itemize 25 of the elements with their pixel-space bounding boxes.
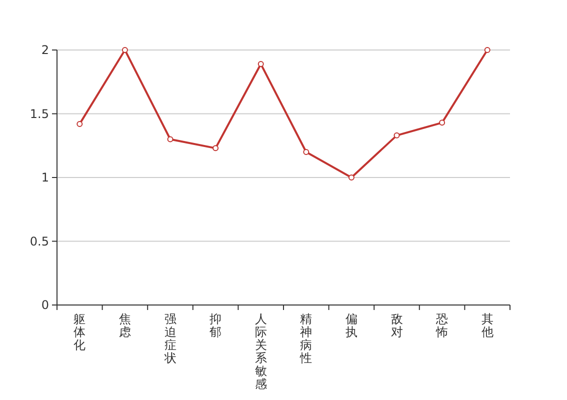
- x-tick-label: 躯体化: [74, 312, 86, 352]
- x-tick-label: 焦虑: [118, 312, 131, 339]
- y-tick-label: 1.5: [30, 106, 49, 121]
- y-tick-label: 1: [41, 170, 49, 184]
- point: [348, 174, 354, 180]
- point: [167, 136, 174, 142]
- point: [122, 47, 128, 53]
- x-tick-label: 恐怖: [435, 312, 448, 339]
- x-tick-label: 偏执: [345, 312, 358, 339]
- point: [439, 120, 446, 126]
- y-tick-label: 0: [41, 298, 49, 312]
- x-tick-label: 敌对: [390, 312, 403, 339]
- point: [394, 132, 400, 138]
- point: [212, 145, 219, 152]
- x-tick-label: 精神病性: [299, 312, 312, 365]
- point: [76, 120, 83, 127]
- point: [303, 149, 310, 155]
- x-tick-label: 人际关系敏感: [254, 312, 267, 391]
- x-tick-label: 强迫症状: [163, 312, 176, 365]
- point: [484, 47, 490, 53]
- y-tick-label: 0.5: [30, 234, 49, 248]
- y-tick-label: 2: [41, 43, 49, 57]
- x-tick-label: 其他: [481, 312, 494, 339]
- x-tick-label: 抑郁: [210, 312, 222, 339]
- point: [258, 61, 264, 68]
